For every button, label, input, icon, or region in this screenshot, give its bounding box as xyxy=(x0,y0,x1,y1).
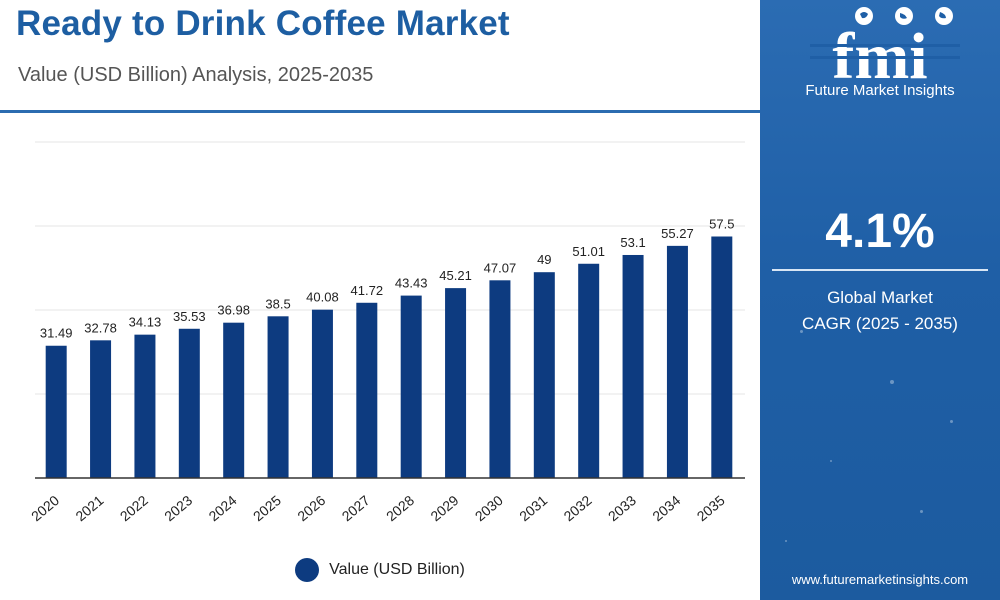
x-tick-label-2026: 2026 xyxy=(294,492,328,524)
data-label-2026: 40.08 xyxy=(306,290,339,305)
bar-2031 xyxy=(533,272,555,478)
fmi-logo: fmi xyxy=(810,7,960,84)
bar-2035 xyxy=(711,236,733,478)
texture-speck xyxy=(785,540,787,542)
bar-2034 xyxy=(666,245,688,478)
x-tick-label-2030: 2030 xyxy=(472,492,506,524)
x-tick-label-2020: 2020 xyxy=(28,492,62,524)
data-label-2021: 32.78 xyxy=(84,320,117,335)
cagr-label-line2: CAGR (2025 - 2035) xyxy=(802,314,958,333)
legend-swatch xyxy=(295,558,320,582)
data-label-2020: 31.49 xyxy=(40,326,73,341)
data-label-2028: 43.43 xyxy=(395,276,428,291)
sidebar-panel: fmi Future Market Insights 4.1% Global M… xyxy=(760,0,1000,600)
title-divider xyxy=(0,110,760,113)
legend-label: Value (USD Billion) xyxy=(329,561,465,578)
cagr-label-line1: Global Market xyxy=(827,288,933,307)
data-label-2025: 38.5 xyxy=(265,296,290,311)
x-tick-label-2023: 2023 xyxy=(161,492,195,524)
bar-chart: 31.49 2020 32.78 2021 34.13 2022 35.53 2023 36.9… xyxy=(28,141,745,524)
website-link[interactable]: www.futuremarketinsights.com xyxy=(791,572,969,587)
x-tick-label-2034: 2034 xyxy=(649,492,683,524)
bar-2027 xyxy=(356,302,378,478)
x-tick-label-2033: 2033 xyxy=(605,492,639,524)
data-label-2032: 51.01 xyxy=(572,244,605,259)
x-tick-label-2022: 2022 xyxy=(117,492,151,524)
x-tick-label-2029: 2029 xyxy=(427,492,461,524)
bar-2023 xyxy=(178,328,200,478)
x-tick-label-2031: 2031 xyxy=(516,492,550,524)
bar-2025 xyxy=(267,316,289,478)
x-tick-label-2028: 2028 xyxy=(383,492,417,524)
data-label-2030: 47.07 xyxy=(484,260,517,275)
bar-2026 xyxy=(311,309,333,478)
bar-2029 xyxy=(445,288,467,478)
data-label-2035: 57.5 xyxy=(709,217,734,232)
x-tick-label-2035: 2035 xyxy=(694,492,728,524)
texture-speck xyxy=(950,420,953,423)
data-label-2034: 55.27 xyxy=(661,226,694,241)
brand-name: Future Market Insights xyxy=(805,82,955,99)
data-label-2029: 45.21 xyxy=(439,268,472,283)
data-label-2027: 41.72 xyxy=(351,283,384,298)
texture-speck xyxy=(800,330,803,333)
chart-subtitle: Value (USD Billion) Analysis, 2025-2035 xyxy=(18,64,374,86)
chart-legend: Value (USD Billion) xyxy=(0,558,760,582)
bar-2033 xyxy=(622,254,644,478)
chart-title: Ready to Drink Coffee Market xyxy=(16,4,510,43)
x-tick-label-2024: 2024 xyxy=(205,492,239,524)
bar-2021 xyxy=(90,340,112,478)
chart-panel: Ready to Drink Coffee Market Value (USD … xyxy=(0,4,760,582)
cagr-divider xyxy=(772,269,988,271)
data-label-2023: 35.53 xyxy=(173,309,206,324)
cagr-label: Global Market CAGR (2025 - 2035) xyxy=(760,285,1000,337)
bar-2020 xyxy=(45,345,67,478)
bar-2030 xyxy=(489,280,511,478)
x-tick-label-2025: 2025 xyxy=(250,492,284,524)
data-label-2031: 49 xyxy=(537,252,551,267)
texture-speck xyxy=(890,380,894,384)
data-label-2024: 36.98 xyxy=(217,303,250,318)
x-tick-label-2032: 2032 xyxy=(560,492,594,524)
x-tick-label-2021: 2021 xyxy=(72,492,106,524)
data-label-2022: 34.13 xyxy=(129,315,162,330)
cagr-value: 4.1% xyxy=(825,205,935,258)
texture-speck xyxy=(830,460,832,462)
x-tick-label-2027: 2027 xyxy=(339,492,373,524)
texture-speck xyxy=(920,510,923,513)
logo-text: fmi xyxy=(832,20,927,84)
bar-2024 xyxy=(223,322,245,478)
bar-2028 xyxy=(400,295,422,478)
data-label-2033: 53.1 xyxy=(620,235,645,250)
bar-2022 xyxy=(134,334,156,478)
bar-2032 xyxy=(578,263,600,478)
